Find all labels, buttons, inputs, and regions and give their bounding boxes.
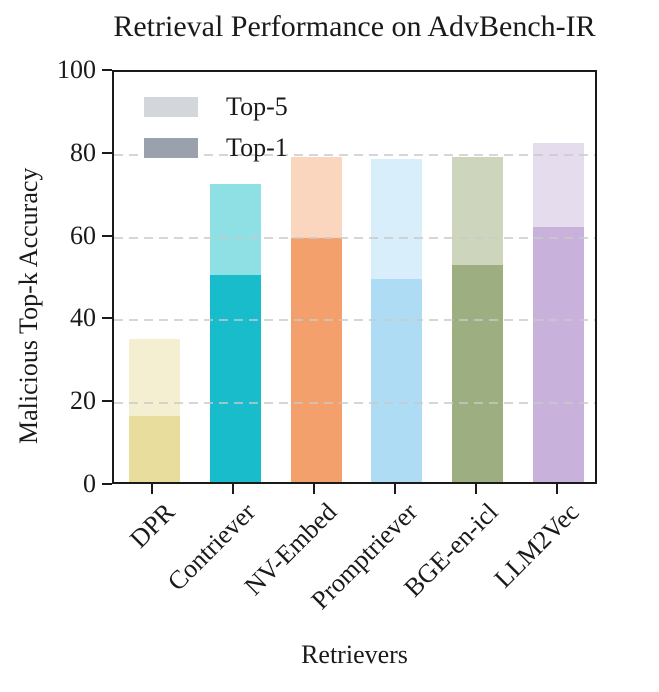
gridline-60 [114, 236, 595, 239]
x-tick-llm2vec [555, 484, 558, 494]
x-tick-label-llm2vec: LLM2Vec [488, 497, 585, 594]
bar-top1-llm2vec [533, 227, 585, 482]
y-tick-80 [102, 151, 112, 154]
bar-top1-dpr [128, 415, 180, 482]
x-tick-promptriever [393, 484, 396, 494]
plot-area: Top-5 Top-1 [112, 70, 597, 484]
y-tick-label-0: 0 [83, 469, 96, 498]
y-tick-20 [102, 400, 112, 403]
x-tick-label-dpr: DPR [123, 497, 181, 554]
x-tick-contriever [232, 484, 235, 494]
bar-top5-bge-en-icl [452, 157, 504, 265]
legend-item-top1: Top-1 [144, 133, 288, 163]
bar-top5-promptriever [371, 159, 423, 280]
bar-top5-dpr [128, 339, 180, 416]
gridline-20 [114, 402, 595, 405]
bar-top1-promptriever [371, 279, 423, 482]
gridline-40 [114, 319, 595, 322]
y-tick-40 [102, 317, 112, 320]
chart-title: Retrieval Performance on AdvBench-IR [113, 10, 596, 43]
y-tick-100 [102, 69, 112, 71]
y-tick-label-20: 20 [70, 386, 96, 416]
y-tick-label-60: 60 [70, 220, 96, 250]
x-tick-bge-en-icl [474, 484, 477, 494]
legend-item-top5: Top-5 [144, 92, 288, 122]
y-tick-60 [102, 234, 112, 237]
bar-top1-nv-embed [290, 237, 342, 482]
legend: Top-5 Top-1 [144, 92, 288, 174]
bar-top5-contriever [209, 183, 261, 275]
x-axis-label: Retrievers [301, 640, 408, 669]
bar-top1-bge-en-icl [452, 264, 504, 482]
x-tick-dpr [151, 484, 154, 494]
legend-label-top1: Top-1 [226, 133, 288, 162]
x-tick-nv-embed [313, 484, 316, 494]
legend-swatch-top1 [144, 138, 198, 158]
y-tick-label-80: 80 [70, 137, 96, 167]
bar-top5-nv-embed [290, 157, 342, 238]
y-tick-0 [102, 483, 112, 485]
y-tick-label-40: 40 [70, 303, 96, 333]
bar-top1-contriever [209, 275, 261, 482]
gridline-80 [114, 153, 595, 156]
bar-top5-llm2vec [533, 142, 585, 228]
y-tick-label-100: 100 [57, 55, 96, 84]
legend-swatch-top5 [144, 97, 198, 117]
legend-label-top5: Top-5 [226, 92, 288, 121]
